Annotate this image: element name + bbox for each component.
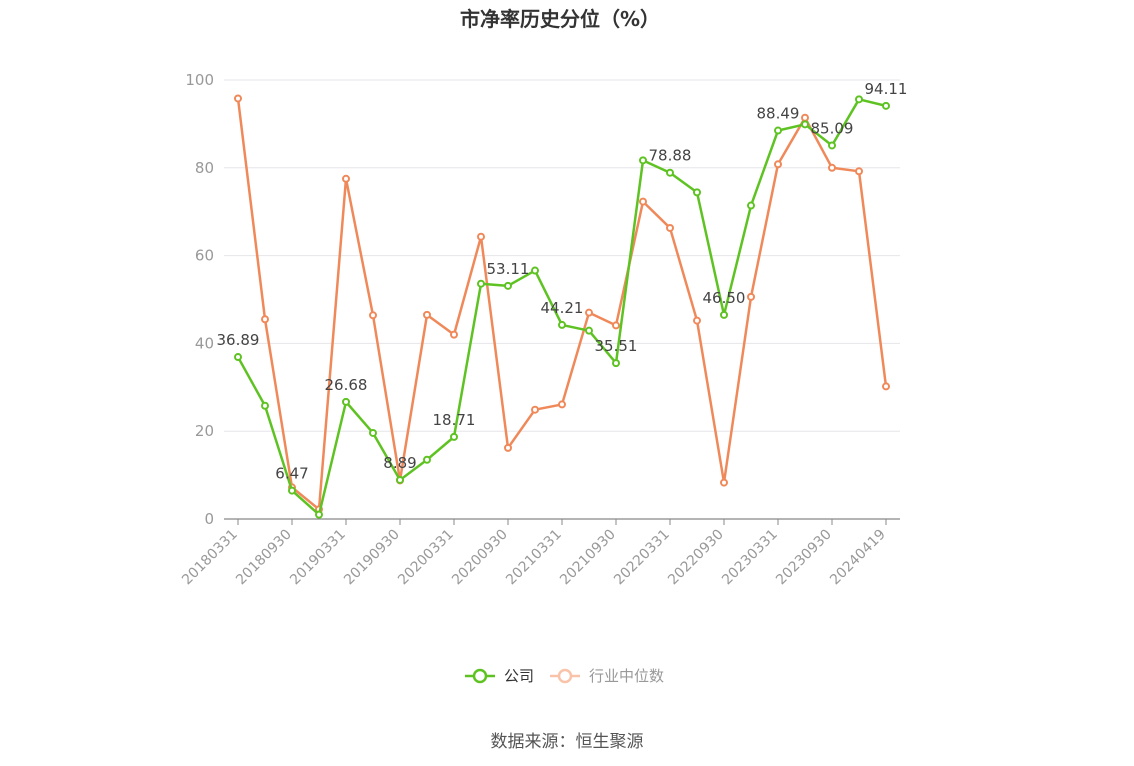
data-point (396, 475, 404, 484)
data-point (477, 279, 485, 288)
data-point (639, 156, 647, 165)
data-point (774, 126, 782, 135)
data-point (828, 141, 836, 150)
data-point (531, 266, 539, 275)
x-tick-label: 20220331 (611, 527, 673, 589)
y-tick-label: 0 (204, 510, 214, 528)
data-point (234, 94, 242, 103)
data-point (720, 478, 728, 487)
data-point (369, 428, 377, 437)
data-point (288, 486, 296, 495)
data-point (234, 353, 242, 362)
data-label: 26.68 (325, 376, 368, 394)
data-label: 88.49 (757, 105, 800, 123)
data-label: 18.71 (433, 411, 476, 429)
data-label: 36.89 (217, 331, 260, 349)
data-label: 44.21 (541, 299, 584, 317)
data-point (747, 292, 755, 301)
data-point (261, 315, 269, 324)
data-labels: 36.89 6.47 26.68 8.89 18.71 53.11 44.21 35.51 78… (217, 80, 908, 483)
x-tick-label: 20230930 (773, 527, 835, 589)
data-point (342, 397, 350, 406)
data-point (261, 401, 269, 410)
data-point (558, 320, 566, 329)
y-tick-label: 100 (185, 71, 214, 89)
data-point (369, 311, 377, 320)
data-point (315, 510, 323, 519)
data-point (855, 167, 863, 176)
legend-label: 行业中位数 (589, 667, 664, 685)
data-point (828, 163, 836, 172)
data-point (504, 281, 512, 290)
data-point (666, 168, 674, 177)
data-point (585, 326, 593, 335)
y-tick-label: 40 (195, 334, 214, 352)
series-group (234, 94, 890, 519)
y-axis: 0 20 40 60 80 100 (185, 71, 214, 528)
y-tick-label: 60 (195, 247, 214, 265)
data-point (801, 113, 809, 122)
data-point (504, 443, 512, 452)
data-point (423, 455, 431, 464)
x-tick-label: 20190331 (287, 527, 349, 589)
x-tick-label: 20220930 (665, 527, 727, 589)
data-point (693, 188, 701, 197)
source-note: 数据来源：恒生聚源 (491, 732, 644, 752)
data-point (720, 310, 728, 319)
y-tick-label: 20 (195, 422, 214, 440)
data-point (558, 400, 566, 409)
legend-marker (557, 668, 573, 684)
x-tick-label: 20230331 (719, 527, 781, 589)
data-label: 78.88 (649, 147, 692, 165)
x-tick-label: 20180331 (179, 527, 241, 589)
data-point (612, 359, 620, 368)
data-label: 6.47 (275, 465, 308, 483)
data-point (774, 160, 782, 169)
data-label: 94.11 (865, 80, 908, 98)
data-point (855, 95, 863, 104)
legend-label: 公司 (504, 667, 534, 685)
data-label: 8.89 (383, 454, 416, 472)
y-tick-label: 80 (195, 159, 214, 177)
data-point (585, 308, 593, 317)
data-point (342, 174, 350, 183)
x-axis (224, 518, 900, 525)
legend-item-1[interactable]: 行业中位数 (550, 667, 664, 685)
x-axis-labels: 2018033120180930201903312019093020200331… (179, 527, 889, 589)
data-point (450, 330, 458, 339)
grid (224, 79, 900, 432)
chart-title: 市净率历史分位（%） (460, 7, 660, 31)
data-point (531, 405, 539, 414)
data-label: 85.09 (811, 119, 854, 137)
x-tick-label: 20210930 (557, 527, 619, 589)
data-point (801, 120, 809, 129)
x-tick-label: 20200331 (395, 527, 457, 589)
data-point (423, 310, 431, 319)
legend: 公司 行业中位数 (465, 667, 664, 685)
legend-marker (472, 668, 488, 684)
data-point (477, 232, 485, 241)
data-point (882, 382, 890, 391)
x-tick-label: 20200930 (449, 527, 511, 589)
x-tick-label: 20180930 (233, 527, 295, 589)
data-label: 46.50 (703, 289, 746, 307)
x-tick-label: 20240419 (827, 527, 889, 589)
data-point (693, 316, 701, 325)
x-tick-label: 20210331 (503, 527, 565, 589)
x-tick-label: 20190930 (341, 527, 403, 589)
data-point (747, 201, 755, 210)
data-label: 35.51 (595, 337, 638, 355)
data-point (612, 321, 620, 330)
data-point (666, 223, 674, 232)
data-point (639, 197, 647, 206)
series-0 (234, 95, 890, 519)
data-point (882, 101, 890, 110)
data-point (450, 432, 458, 441)
legend-item-0[interactable]: 公司 (465, 667, 534, 685)
data-label: 53.11 (487, 260, 530, 278)
